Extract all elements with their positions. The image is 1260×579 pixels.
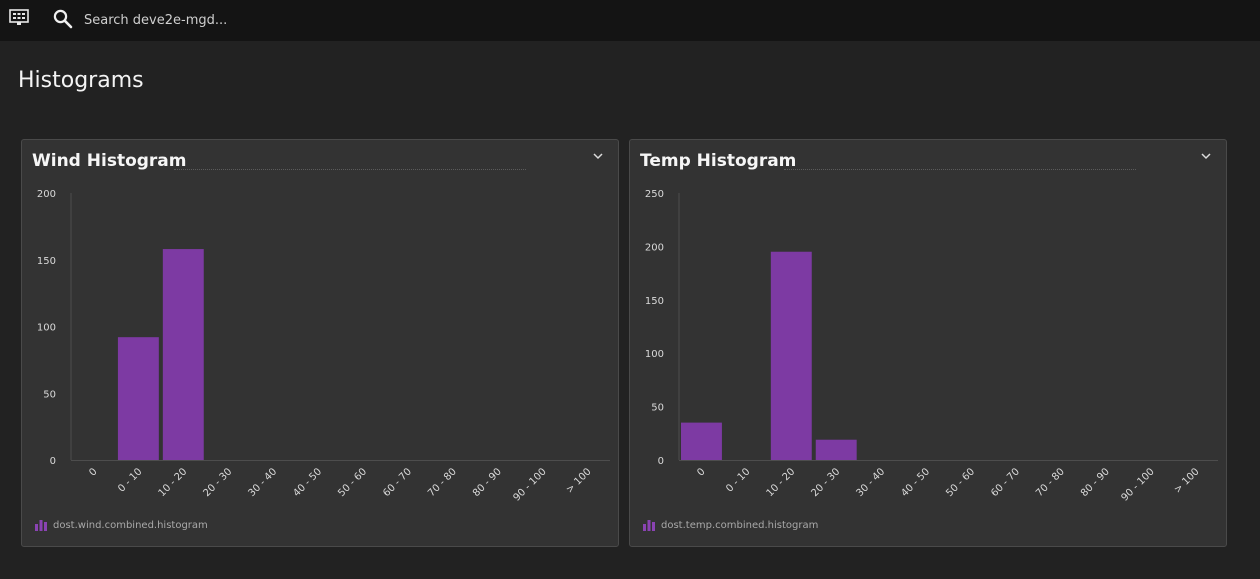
histogram-bar <box>162 249 204 460</box>
x-tick-label: 10 - 20 <box>765 466 798 499</box>
x-tick-label: 30 - 40 <box>246 466 279 499</box>
title-divider <box>174 169 526 170</box>
x-tick-label: 30 - 40 <box>854 466 887 499</box>
x-tick-label: 70 - 80 <box>426 466 459 499</box>
x-tick-label: 20 - 30 <box>810 466 843 499</box>
histogram-bar <box>117 337 159 460</box>
y-tick-label: 0 <box>658 456 664 467</box>
page-title: Histograms <box>18 68 144 93</box>
x-tick-label: 90 - 100 <box>511 466 548 503</box>
x-tick-label: 40 - 50 <box>899 466 932 499</box>
chevron-down-icon[interactable] <box>590 148 606 164</box>
legend-label: dost.wind.combined.histogram <box>53 519 208 531</box>
top-bar <box>0 0 1260 41</box>
y-tick-label: 100 <box>645 349 664 360</box>
y-tick-label: 250 <box>645 189 664 200</box>
x-tick-label: 60 - 70 <box>381 466 414 499</box>
histogram-bar <box>770 251 812 460</box>
y-tick-label: 200 <box>37 189 56 200</box>
monitor-menu-icon[interactable] <box>9 9 31 29</box>
x-tick-label: 50 - 60 <box>944 466 977 499</box>
search-input[interactable] <box>84 8 484 32</box>
legend-label: dost.temp.combined.histogram <box>661 519 819 531</box>
x-tick-label: 80 - 90 <box>471 466 504 499</box>
x-tick-label: 40 - 50 <box>291 466 324 499</box>
x-tick-label: 60 - 70 <box>989 466 1022 499</box>
x-tick-label: 90 - 100 <box>1119 466 1156 503</box>
search-icon[interactable] <box>52 8 74 30</box>
histogram-bar <box>681 422 722 460</box>
x-tick-label: 0 <box>87 466 99 478</box>
histogram-bar <box>815 439 857 460</box>
chart-legend[interactable]: dost.wind.combined.histogram <box>34 518 208 532</box>
y-tick-label: 200 <box>645 242 664 253</box>
chart-legend[interactable]: dost.temp.combined.histogram <box>642 518 818 532</box>
x-tick-label: 0 - 10 <box>116 466 144 494</box>
bar-chart-icon <box>34 519 48 531</box>
x-tick-label: 10 - 20 <box>157 466 190 499</box>
y-tick-label: 50 <box>43 389 56 400</box>
y-tick-label: 100 <box>37 323 56 334</box>
temp-histogram-panel: Temp Histogram 0 50 100 150 200 250 0 0 - 10 10 … <box>629 139 1227 547</box>
panel-title: Temp Histogram <box>640 151 797 171</box>
wind-histogram-panel: Wind Histogram 0 50 100 150 200 0 0 - 10 10 - 2… <box>21 139 619 547</box>
y-tick-label: 150 <box>645 296 664 307</box>
wind-histogram-chart: 0 50 100 150 200 0 0 - 10 10 - 20 20 - 30 30 - 40… <box>37 189 610 504</box>
x-tick-label: 50 - 60 <box>336 466 369 499</box>
y-tick-label: 150 <box>37 256 56 267</box>
x-tick-label: 20 - 30 <box>202 466 235 499</box>
x-tick-label: > 100 <box>564 466 593 495</box>
x-tick-label: 70 - 80 <box>1034 466 1067 499</box>
y-tick-label: 0 <box>50 456 56 467</box>
x-tick-label: 0 - 10 <box>724 466 752 494</box>
title-divider <box>784 169 1136 170</box>
x-tick-label: 80 - 90 <box>1079 466 1112 499</box>
panel-title: Wind Histogram <box>32 151 187 171</box>
bar-chart-icon <box>642 519 656 531</box>
x-tick-label: > 100 <box>1172 466 1201 495</box>
temp-histogram-chart: 0 50 100 150 200 250 0 0 - 10 10 - 20 20 - 30 30 -… <box>645 189 1218 504</box>
x-tick-label: 0 <box>695 466 707 478</box>
y-tick-label: 50 <box>651 403 664 414</box>
chevron-down-icon[interactable] <box>1198 148 1214 164</box>
